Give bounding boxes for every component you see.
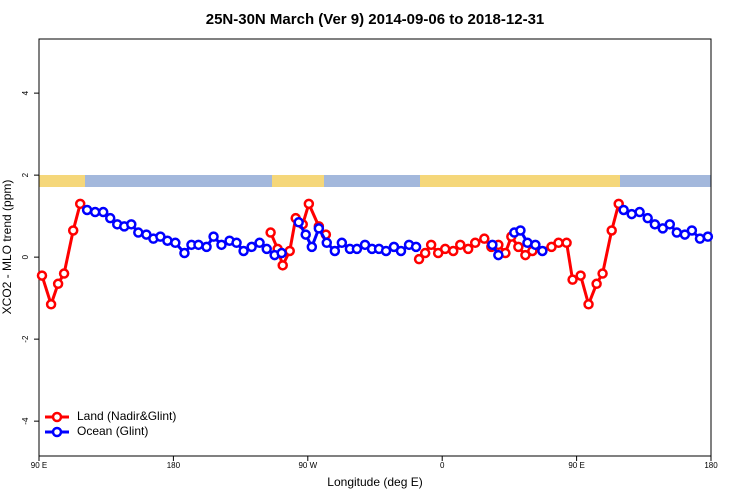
point [306,241,318,253]
point [606,225,617,236]
x-axis-label: Longitude (deg E) [327,475,422,489]
point [179,247,190,259]
point [284,245,295,257]
land-band [39,175,85,187]
y-tick-label: 2 [21,172,30,177]
point [276,247,287,259]
point [702,231,714,242]
plot-frame [38,38,712,457]
point [537,245,548,257]
point [300,229,311,240]
point [201,241,212,253]
point [439,243,451,255]
point [126,219,137,230]
point [45,299,57,310]
point [575,270,586,281]
point [336,237,348,249]
point [425,239,437,251]
point [97,206,109,218]
point [515,225,526,236]
point [254,237,265,249]
point [52,278,64,290]
point [395,245,407,257]
point [89,206,101,218]
point [591,278,602,290]
point [193,239,204,251]
point [351,243,363,255]
point [261,243,272,255]
point [455,239,466,251]
point [303,198,315,210]
point [530,239,541,251]
x-tick-label: 90 E [568,461,584,470]
point [246,241,257,253]
point [170,237,181,249]
point [686,225,698,236]
point [597,268,608,279]
point [479,233,490,244]
point [277,260,288,271]
x-tick-label: 90 W [298,461,317,470]
point [58,268,70,279]
point [216,239,227,251]
point [329,245,341,257]
x-tick-label: 0 [440,461,445,470]
land-band [420,175,620,187]
y-axis-label: XCO2 - MLO trend (ppm) [0,180,14,315]
point [231,237,242,249]
point [671,227,683,238]
point [293,217,304,228]
point [583,299,594,310]
point [238,245,249,257]
legend-marker [51,411,63,423]
point [462,243,474,255]
legend-label: Land (Nadir&Glint) [77,409,176,423]
point [74,198,86,210]
point [642,212,653,224]
y-tick-label: 0 [21,254,30,259]
point [448,245,459,257]
y-tick-label: 4 [21,90,30,95]
point [265,227,276,238]
point [493,249,504,261]
point [208,231,219,242]
x-tick-label: 180 [167,461,181,470]
y-tick-label: -2 [21,335,30,343]
point [487,239,498,251]
point [133,227,144,238]
point [553,237,564,249]
point [419,247,431,259]
point [561,237,572,249]
point [413,253,425,265]
chart-title: 25N-30N March (Ver 9) 2014-09-06 to 2018… [206,11,545,28]
point [634,206,645,218]
point [513,241,524,253]
point [664,219,676,230]
legend-label: Ocean (Glint) [77,424,148,438]
point [81,204,93,216]
point [649,219,661,230]
point [67,225,79,236]
point [380,245,392,257]
y-tick-label: -4 [21,417,30,425]
point [104,212,116,224]
surface-band [39,175,711,187]
point [567,274,578,285]
point [469,237,481,249]
point [313,223,325,234]
land-band [272,175,324,187]
point [618,204,629,216]
point [321,237,333,249]
x-tick-label: 180 [704,461,718,470]
point [36,270,48,281]
point [410,241,422,253]
x-tick-label: 90 E [31,461,47,470]
legend-marker [51,426,63,438]
